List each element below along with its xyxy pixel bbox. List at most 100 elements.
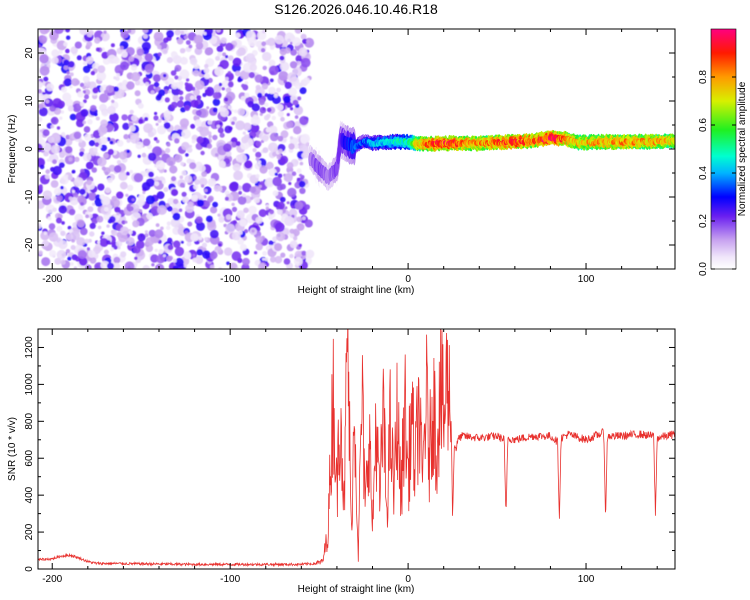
spectrogram-noise-blob (220, 108, 229, 118)
spectrogram-noise-blob (277, 208, 283, 215)
spectrogram-noise-blob (237, 153, 247, 163)
chart-title: S126.2026.046.10.46.R18 (274, 1, 438, 17)
spectrogram-noise-blob (67, 175, 73, 181)
spectrogram-noise-blob (244, 92, 250, 98)
spectrogram-noise-blob (124, 261, 135, 269)
spectrogram-noise-blob (94, 112, 98, 117)
spectrogram-noise-blob (86, 41, 93, 48)
spectrogram-noise-blob (238, 230, 243, 235)
spectrogram-noise-blob (45, 99, 50, 104)
spectrogram-noise-blob (83, 61, 87, 66)
spectrogram-noise-blob (46, 83, 55, 92)
spectrogram-noise-blob (242, 182, 252, 193)
spectrogram-noise-blob (172, 95, 180, 102)
spectrogram-noise-blob (63, 41, 68, 47)
spectrogram-noise-blob (206, 215, 213, 223)
spectrogram-noise-blob (289, 61, 298, 69)
spectrogram-noise-blob (38, 89, 42, 94)
spectrogram-noise-blob (242, 84, 249, 90)
spectrogram-noise-blob (244, 81, 249, 86)
spectrogram-noise-blob (272, 176, 282, 187)
x-tick-label: -200 (42, 574, 62, 585)
spectrogram-noise-blob (109, 216, 116, 223)
spectrogram-signal-cell (672, 139, 675, 145)
spectrogram-noise-blob (79, 101, 85, 107)
spectrogram-noise-blob (220, 37, 227, 44)
spectrogram-noise-blob (216, 45, 224, 53)
spectrogram-noise-blob (267, 37, 276, 47)
spectrogram-noise-blob (94, 142, 100, 147)
spectrogram-noise-blob (96, 215, 104, 223)
spectrogram-noise-blob (193, 70, 200, 77)
spectrogram-noise-blob (283, 95, 291, 104)
spectrogram-noise-blob (277, 201, 285, 210)
spectrogram-noise-blob (255, 216, 263, 224)
spectrogram-noise-blob (288, 181, 292, 186)
spectrogram-noise-blob (157, 93, 163, 99)
spectrogram-noise-blob (183, 35, 189, 40)
spectrogram-noise-blob (257, 92, 263, 98)
spectrogram-noise-blob (126, 184, 134, 191)
spectrogram-noise-blob (155, 160, 166, 170)
spectrogram-noise-blob (79, 147, 85, 153)
y-tick-label: 800 (24, 413, 35, 430)
spectrogram-noise-blob (274, 172, 278, 176)
spectrogram-noise-blob (104, 187, 111, 194)
spectrogram-noise-blob (173, 198, 179, 205)
spectrogram-noise-blob (257, 160, 262, 164)
spectrogram-noise-blob (89, 222, 96, 229)
spectrogram-noise-blob (271, 115, 276, 121)
spectrogram-noise-blob (90, 70, 96, 76)
spectrogram-noise-blob (129, 109, 134, 115)
spectrogram-noise-blob (214, 66, 224, 77)
spectrogram-noise-blob (109, 112, 119, 123)
spectrogram-noise-blob (306, 39, 310, 44)
spectrogram-noise-blob (266, 113, 271, 119)
spectrogram-noise-blob (204, 188, 208, 193)
spectrogram-noise-blob (39, 54, 49, 64)
spectrogram-noise-blob (268, 86, 276, 95)
x-tick-label: -200 (42, 274, 62, 285)
spectrogram-noise-blob (151, 263, 155, 267)
spectrogram-noise-blob (199, 126, 210, 137)
spectrogram-noise-blob (203, 31, 207, 36)
spectrogram-noise-blob (161, 48, 168, 55)
spectrogram-noise-blob (242, 257, 250, 266)
spectrogram-noise-blob (259, 165, 268, 174)
spectrogram-noise-blob (113, 76, 117, 80)
spectrogram-noise-blob (293, 236, 298, 241)
spectrogram-noise-blob (217, 52, 223, 57)
spectrogram-noise-blob (210, 229, 219, 239)
spectrogram-noise-blob (185, 78, 190, 82)
spectrogram-noise-blob (78, 138, 83, 143)
spectrogram-noise-blob (286, 162, 294, 169)
spectrogram-noise-blob (107, 105, 116, 115)
spectrogram-noise-blob (154, 181, 160, 187)
spectrogram-noise-blob (255, 235, 264, 244)
spectrogram-noise-blob (93, 147, 98, 153)
spectrogram-noise-blob (227, 71, 232, 75)
spectrogram-noise-blob (38, 131, 43, 137)
spectrogram-noise-blob (129, 203, 140, 214)
spectrogram-noise-blob (213, 184, 221, 192)
spectrogram-noise-blob (215, 29, 221, 33)
spectrogram-noise-blob (137, 233, 146, 242)
spectrogram-noise-blob (255, 243, 263, 251)
spectrogram-noise-blob (182, 196, 189, 204)
spectrogram-noise-blob (204, 237, 208, 241)
spectrogram-noise-blob (174, 29, 181, 36)
spectrogram-noise-blob (130, 64, 138, 71)
spectrogram-noise-blob (212, 107, 218, 113)
spectrogram-noise-blob (44, 174, 51, 180)
spectrogram-noise-blob (252, 148, 257, 153)
spectrogram-noise-blob (38, 103, 44, 109)
spectrogram-noise-blob (157, 118, 162, 123)
spectrogram-noise-blob (279, 183, 286, 190)
spectrogram-noise-blob (190, 99, 199, 108)
spectrogram-noise-blob (296, 168, 302, 174)
spectrogram-noise-blob (157, 44, 162, 50)
spectrogram-noise-blob (125, 193, 129, 197)
spectrogram-noise-blob (231, 137, 238, 144)
spectrogram-noise-blob (42, 190, 53, 200)
spectrogram-noise-blob (174, 75, 179, 80)
